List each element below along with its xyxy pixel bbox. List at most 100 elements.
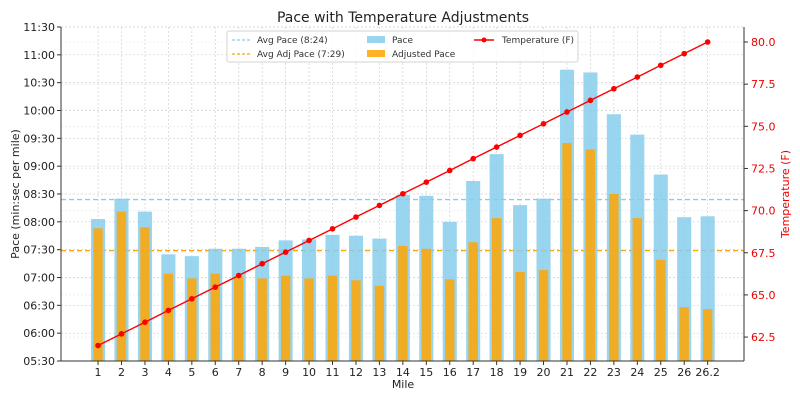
x-tick-label: 12	[349, 366, 363, 379]
y-tick-label: 08:30	[23, 188, 55, 201]
x-tick-label: 7	[235, 366, 242, 379]
adjusted-pace-bar	[421, 248, 431, 361]
temperature-point	[611, 85, 617, 92]
x-tick-label: 21	[560, 366, 574, 379]
temperature-point	[681, 50, 688, 57]
x-tick-label: 5	[188, 366, 195, 379]
temperature-point	[564, 109, 570, 115]
adjusted-pace-bar	[538, 270, 549, 361]
adjusted-pace-bar	[374, 285, 385, 361]
legend-label: Pace	[392, 36, 413, 46]
y-tick-label: 05:30	[23, 355, 55, 368]
adjusted-pace-bar	[702, 309, 713, 361]
adjusted-pace-bar	[515, 271, 525, 361]
x-tick-label: 24	[630, 366, 644, 379]
y-tick-label: 10:00	[23, 105, 55, 118]
x-tick-label: 10	[302, 366, 316, 379]
legend-marker	[481, 37, 487, 43]
y2-tick-label: 67.5	[751, 247, 776, 260]
legend-swatch	[367, 36, 385, 43]
axes: 05:30 06:00 06:30 07:00 07:30 08:00 08:30 09:00…	[23, 21, 775, 379]
temperature-point	[306, 237, 312, 244]
adjusted-pace-bar	[187, 278, 197, 361]
adjusted-pace-bar	[445, 279, 455, 361]
temperature-point	[259, 260, 265, 267]
temperature-point	[493, 144, 500, 150]
x-tick-label: 15	[419, 366, 433, 379]
temperature-point	[423, 179, 430, 185]
adjusted-pace-bar	[234, 276, 244, 361]
x-tick-label: 26	[677, 366, 691, 379]
temperature-point	[212, 284, 219, 290]
adjusted-pace-bar	[585, 149, 596, 361]
adjusted-pace-bar	[632, 218, 643, 361]
y2-tick-label: 72.5	[751, 162, 776, 175]
temperature-point	[95, 342, 101, 349]
y-tick-label: 06:30	[23, 299, 55, 312]
adjusted-pace-bar	[210, 273, 220, 361]
temperature-point	[353, 214, 359, 220]
adjusted-pace-bar	[351, 280, 361, 361]
x-tick-label: 13	[372, 366, 386, 379]
y-tick-label: 11:00	[23, 49, 55, 62]
x-tick-label: 19	[513, 366, 527, 379]
temperature-point	[517, 132, 523, 139]
temperature-point	[142, 319, 148, 326]
y-tick-label: 06:00	[23, 327, 55, 340]
temperature-point	[235, 272, 242, 279]
adjusted-pace-bar	[398, 245, 408, 361]
temperature-point	[587, 97, 594, 104]
reference-lines	[61, 198, 744, 252]
adjusted-pace-bar	[116, 211, 127, 361]
x-tick-label: 2	[118, 366, 125, 379]
adjusted-pace-bar	[562, 142, 572, 361]
y2-tick-label: 77.5	[751, 78, 776, 91]
x-tick-label: 1	[95, 366, 102, 379]
temperature-point	[657, 62, 664, 69]
adjusted-pace-bar	[468, 242, 478, 361]
adjusted-pace-bar	[140, 227, 150, 361]
bars	[91, 69, 715, 361]
adjusted-pace-bar	[93, 228, 103, 361]
x-tick-label: 22	[583, 366, 597, 379]
temperature-point	[634, 74, 641, 80]
x-tick-label: 9	[282, 366, 289, 379]
temperature-point	[165, 307, 172, 314]
temperature-point	[470, 155, 476, 162]
x-tick-label: 23	[607, 366, 621, 379]
x-tick-label: 26.2	[695, 366, 720, 379]
temperature-point	[282, 249, 289, 255]
x-tick-label: 17	[466, 366, 480, 379]
x-tick-label: 6	[212, 366, 219, 379]
x-tick-label: 4	[165, 366, 172, 379]
y-tick-label: 10:30	[23, 77, 55, 90]
y2-tick-label: 80.0	[751, 36, 776, 49]
adjusted-pace-bar	[257, 278, 267, 361]
x-tick-label: 3	[141, 366, 148, 379]
temperature-point	[329, 226, 336, 232]
y2-tick-label: 70.0	[751, 205, 776, 218]
temperature-point	[704, 39, 711, 45]
adjusted-pace-bar	[656, 259, 666, 361]
legend: Avg Pace (8:24) Avg Adj Pace (7:29) Pace Ad…	[226, 30, 579, 63]
adjusted-pace-bar	[304, 278, 314, 361]
y2-axis-label: Temperature (F)	[779, 150, 792, 239]
legend-box	[226, 30, 579, 63]
x-tick-label: 8	[259, 366, 266, 379]
adjusted-pace-bar	[280, 275, 291, 361]
x-tick-label: 20	[537, 366, 551, 379]
legend-label: Temperature (F)	[501, 36, 574, 46]
x-tick-label: 11	[326, 366, 340, 379]
adjusted-pace-bar	[327, 275, 338, 361]
x-tick-label: 14	[396, 366, 410, 379]
y2-tick-label: 65.0	[751, 289, 776, 302]
y-tick-label: 08:00	[23, 216, 55, 229]
temperature-point	[189, 295, 195, 302]
chart-title: Pace with Temperature Adjustments	[277, 10, 529, 26]
adjusted-pace-bar	[679, 307, 689, 361]
temperature-point	[540, 120, 547, 127]
adjusted-pace-bar	[163, 273, 174, 361]
y-axis-label: Pace (min:sec per mile)	[9, 129, 22, 259]
x-tick-label: 18	[490, 366, 504, 379]
